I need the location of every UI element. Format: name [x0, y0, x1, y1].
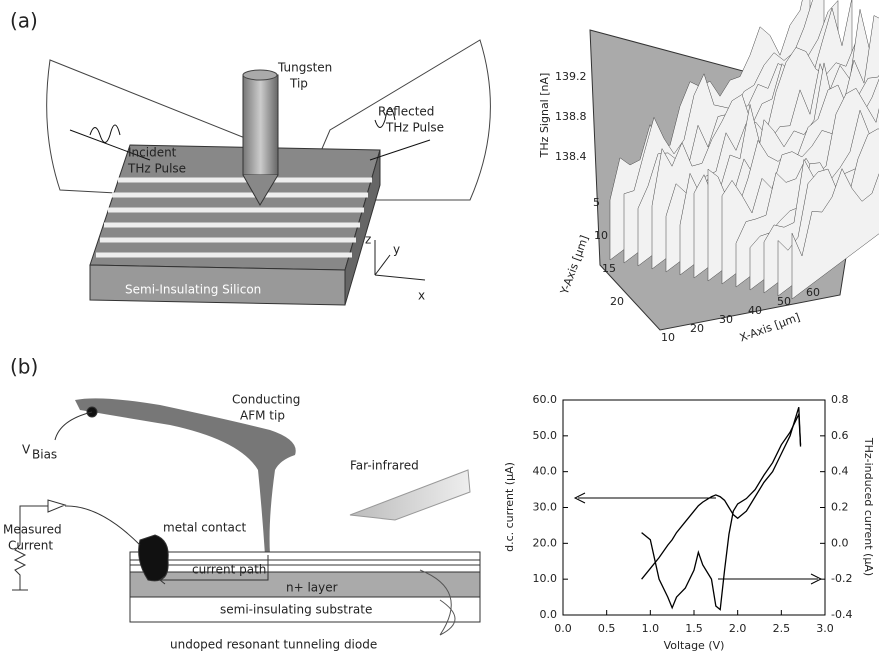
reflected-label: Reflected — [378, 105, 434, 119]
y-tick-label: 20 — [610, 295, 624, 308]
x-tick-label: 30 — [719, 313, 733, 326]
x-tick-label: 0.0 — [554, 622, 572, 635]
tip-label: Tungsten — [277, 61, 332, 75]
y2-tick-label: -0.2 — [831, 572, 852, 585]
y-tick-label: 10.0 — [533, 572, 558, 585]
y2-tick-label: 0.6 — [831, 429, 849, 442]
panel-label: (b) — [10, 355, 38, 379]
x-tick-label: 60 — [806, 286, 820, 299]
y-tick-label: 50.0 — [533, 429, 558, 442]
surface-strip — [791, 168, 879, 300]
setup-diagram — [46, 39, 491, 306]
x-tick-label: 50 — [777, 295, 791, 308]
axis-letter: y — [393, 243, 400, 257]
y-tick-label: 40.0 — [533, 465, 558, 478]
x-tick-label: 40 — [748, 304, 762, 317]
z-tick-label: 138.8 — [555, 110, 587, 123]
data-line — [641, 406, 802, 580]
x-tick-label: 10 — [661, 331, 675, 344]
y-tick-label: 10 — [594, 229, 608, 242]
incident-label: Incident — [128, 146, 177, 160]
y2-tick-label: 0.2 — [831, 501, 849, 514]
axis-letter: x — [418, 289, 425, 303]
y2-tick-label: 0.0 — [831, 536, 849, 549]
x-axis-label: Voltage (V) — [664, 639, 725, 652]
far-ir-label: Far-infrared — [350, 459, 419, 473]
y-tick-label: 0.0 — [540, 608, 558, 621]
z-tick-label: 139.2 — [555, 70, 587, 83]
nlayer-label: n+ layer — [286, 581, 338, 595]
measured-label: Current — [8, 539, 53, 553]
chart-frame — [562, 399, 826, 616]
y-axis-label: d.c. current (μA) — [503, 462, 516, 552]
vbias-label: V — [22, 443, 31, 457]
diode-label: undoped resonant tunneling diode — [170, 638, 377, 652]
x-tick-label: 3.0 — [816, 622, 834, 635]
x-tick-label: 2.5 — [773, 622, 791, 635]
x-tick-label: 0.5 — [598, 622, 616, 635]
data-line — [641, 411, 802, 611]
surface-plot — [589, 0, 879, 331]
panel-label: (a) — [10, 9, 38, 33]
y2-tick-label: 0.8 — [831, 393, 849, 406]
z-tick-label: 138.4 — [555, 150, 587, 163]
x-tick-label: 2.0 — [729, 622, 747, 635]
y2-tick-label: 0.4 — [831, 465, 849, 478]
y-tick-label: 60.0 — [533, 393, 558, 406]
x-tick-label: 1.0 — [642, 622, 660, 635]
incident-label: THz Pulse — [127, 162, 186, 176]
x-tick-label: 1.5 — [685, 622, 703, 635]
substrate-label: Semi-Insulating Silicon — [125, 283, 261, 297]
substrate-label: semi-insulating substrate — [220, 603, 372, 617]
y-tick-label: 5 — [593, 196, 600, 209]
contact-label: metal contact — [163, 521, 246, 535]
z-axis-label: THz Signal [nA] — [538, 73, 551, 159]
tip-label: Tip — [289, 77, 308, 91]
y-tick-label: 15 — [602, 262, 616, 275]
afm-diagram — [12, 398, 481, 636]
measured-label: Measured — [3, 523, 62, 537]
y-axis-label: Y-Axis [μm] — [558, 234, 592, 297]
afm-label: AFM tip — [240, 409, 285, 423]
y2-axis-label: THz-induced current (μA) — [862, 437, 875, 576]
y2-tick-label: -0.4 — [831, 608, 852, 621]
y-tick-label: 30.0 — [533, 501, 558, 514]
y-tick-label: 20.0 — [533, 536, 558, 549]
axis-letter: z — [365, 233, 371, 247]
x-tick-label: 20 — [690, 322, 704, 335]
path-label: current path — [192, 563, 266, 577]
vbias-label: Bias — [32, 448, 57, 462]
afm-label: Conducting — [232, 393, 300, 407]
reflected-label: THz Pulse — [385, 121, 444, 135]
